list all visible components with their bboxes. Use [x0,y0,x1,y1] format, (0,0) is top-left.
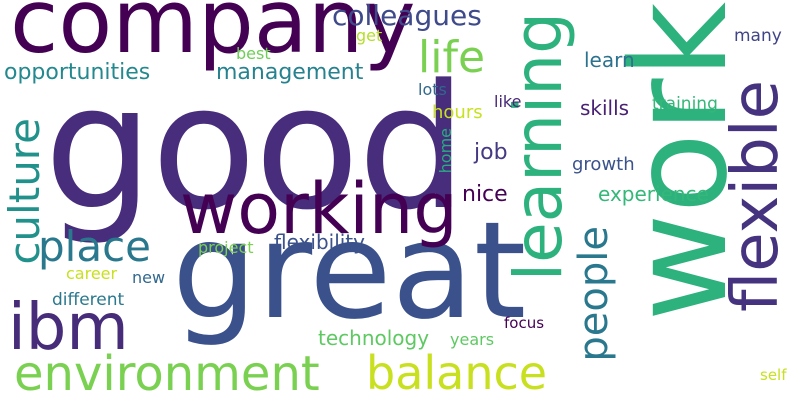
word-lots: lots [418,80,447,99]
word-life: life [418,32,486,83]
word-nice: nice [462,182,508,207]
word-years: years [450,330,495,349]
word-balance: balance [366,346,548,400]
word-skills: skills [580,96,630,120]
word-self: self [760,366,787,384]
word-new: new [132,268,166,287]
word-working: working [180,168,458,250]
word-job: job [474,140,508,165]
word-project: project [198,238,254,257]
word-learning: learning [500,12,577,282]
word-best: best [236,44,271,63]
word-company: company [10,0,416,73]
word-home: home [436,128,455,174]
word-good: good [44,47,467,248]
word-management: management [216,60,364,85]
word-like: like [494,92,522,111]
word-career: career [66,264,118,283]
word-flexible: flexible [719,80,793,312]
word-learn: learn [584,48,635,72]
word-many: many [734,26,782,46]
word-colleagues: colleagues [332,0,482,32]
word-place: place [38,222,151,271]
word-opportunities: opportunities [4,60,151,85]
word-great: great [172,193,527,349]
word-ibm: ibm [8,291,129,365]
word-technology: technology [318,326,430,350]
word-get: get [356,26,383,45]
word-different: different [52,290,125,310]
word-experience: experience [598,182,709,206]
word-environment: environment [14,346,320,400]
word-hours: hours [432,102,483,123]
word-people: people [571,226,617,362]
word-growth: growth [572,154,635,175]
word-flexibility: flexibility [274,230,365,254]
word-focus: focus [504,314,545,332]
word-training: training [652,94,718,114]
